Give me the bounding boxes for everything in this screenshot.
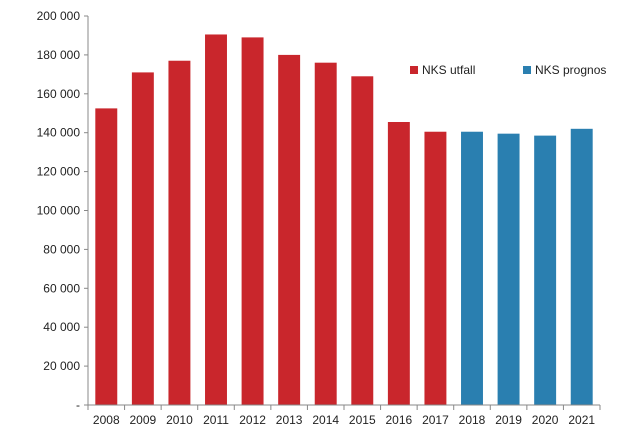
x-tick-label: 2021 (568, 413, 595, 427)
y-tick-label: 200 000 (37, 9, 81, 23)
x-tick-label: 2008 (93, 413, 120, 427)
y-tick-label: - (76, 398, 80, 412)
x-tick-label: 2011 (203, 413, 229, 427)
bar-2021 (570, 128, 593, 405)
x-tick-label: 2015 (349, 413, 376, 427)
bar-2015 (351, 76, 374, 406)
x-tick-label: 2009 (130, 413, 157, 427)
y-tick-label: 120 000 (37, 165, 81, 179)
bar-2014 (314, 62, 337, 406)
x-tick-label: 2012 (239, 413, 266, 427)
x-tick-label: 2010 (166, 413, 193, 427)
bar-2019 (497, 133, 520, 406)
y-axis-ticks: - 20 000 40 000 60 000 80 000 100 000 120 000 1… (37, 9, 88, 412)
y-tick-label: 80 000 (43, 242, 80, 256)
bar-2008 (95, 108, 118, 405)
bar-2017 (424, 131, 447, 406)
x-tick-label: 2018 (459, 413, 486, 427)
bar-2020 (534, 135, 557, 405)
bar-2009 (131, 72, 154, 405)
x-axis-ticks: 2008 2009 2010 2011 2012 2013 2014 2015 2016 2017… (87, 405, 601, 427)
legend-swatch (410, 66, 418, 74)
x-tick-label: 2014 (312, 413, 339, 427)
legend-label: NKS utfall (422, 63, 475, 77)
x-tick-label: 2017 (422, 413, 449, 427)
bar-2010 (168, 60, 191, 406)
x-tick-label: 2020 (532, 413, 559, 427)
bar-2016 (387, 122, 410, 405)
bar-2013 (278, 54, 301, 406)
bar-2012 (241, 37, 264, 406)
legend-label: NKS prognos (535, 63, 606, 77)
legend: NKS utfall NKS prognos (410, 63, 606, 77)
y-tick-label: 100 000 (37, 204, 81, 218)
x-tick-label: 2013 (276, 413, 303, 427)
y-tick-label: 60 000 (43, 281, 80, 295)
legend-swatch (523, 66, 531, 74)
y-tick-label: 180 000 (37, 48, 81, 62)
y-tick-label: 160 000 (37, 87, 81, 101)
bar-2011 (205, 34, 227, 405)
bar-2018 (461, 131, 483, 406)
y-tick-label: 20 000 (43, 359, 80, 373)
x-tick-label: 2016 (386, 413, 413, 427)
bars (95, 34, 593, 406)
y-tick-label: 40 000 (43, 320, 80, 334)
x-tick-label: 2019 (495, 413, 522, 427)
y-tick-label: 140 000 (37, 126, 81, 140)
